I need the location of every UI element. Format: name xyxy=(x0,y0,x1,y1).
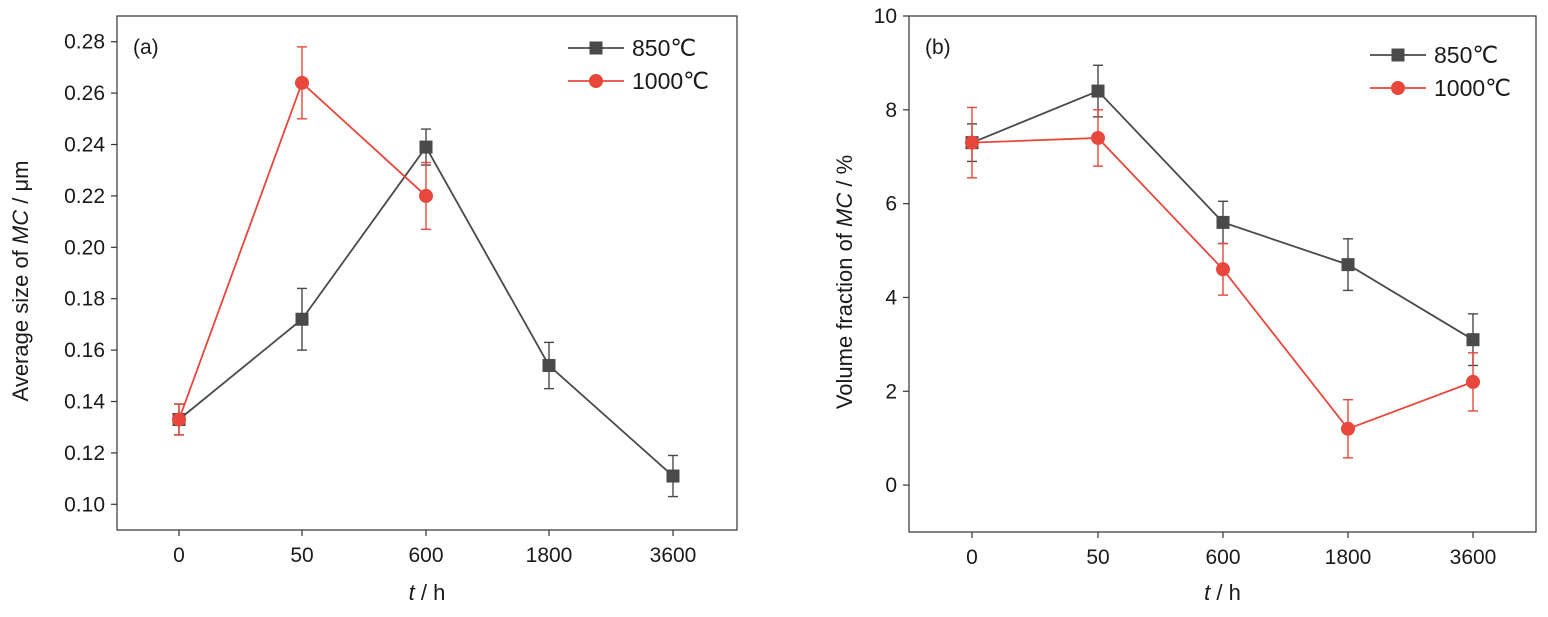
data-point xyxy=(295,75,309,90)
y-tick-label: 8 xyxy=(885,99,897,122)
legend: 850℃ 1000℃ xyxy=(1370,42,1511,101)
y-tick-label: 0.10 xyxy=(64,493,105,516)
series-850 xyxy=(965,64,1480,367)
panel-annotation: (a) xyxy=(133,36,159,59)
legend-marker xyxy=(589,41,603,55)
y-tick-label: 0.28 xyxy=(64,31,105,54)
data-point xyxy=(419,140,433,154)
data-point xyxy=(172,412,186,427)
y-tick-label: 0.24 xyxy=(64,134,105,157)
data-point xyxy=(965,135,979,150)
legend-label: 850℃ xyxy=(632,35,696,61)
y-axis-label: Average size of MC / μm xyxy=(8,161,33,402)
y-axis-label: Volume fraction of MC / % xyxy=(832,155,857,409)
legend-marker xyxy=(589,74,603,88)
y-tick-label: 0.18 xyxy=(64,288,105,311)
x-tick-label: 600 xyxy=(1205,546,1240,569)
data-point xyxy=(1341,421,1355,436)
x-axis-label: t / h xyxy=(409,580,446,605)
data-point xyxy=(1091,84,1105,98)
legend-label: 850℃ xyxy=(1434,42,1498,68)
y-tick-label: 4 xyxy=(885,286,897,309)
x-tick-label: 1800 xyxy=(526,544,573,567)
x-tick-label: 50 xyxy=(1086,546,1109,569)
data-point xyxy=(295,312,309,326)
data-point xyxy=(666,469,680,483)
data-point xyxy=(542,359,556,373)
y-tick-label: 10 xyxy=(874,5,897,28)
x-tick-label: 50 xyxy=(290,544,313,567)
series-line xyxy=(178,81,427,420)
data-point xyxy=(1341,258,1355,272)
chart-panel-b: 0 2 4 6 8 10 0 50 600 1800 3600 t / h Volume fractio… xyxy=(832,5,1537,605)
panel-annotation: (b) xyxy=(925,36,951,59)
legend-label: 1000℃ xyxy=(632,68,709,94)
y-tick-label: 0.22 xyxy=(64,185,105,208)
y-tick-label: 0.20 xyxy=(64,236,105,259)
data-point xyxy=(1091,130,1105,145)
y-tick-label: 6 xyxy=(885,193,897,216)
data-point xyxy=(1216,262,1230,277)
series-1000 xyxy=(965,106,1480,459)
data-point xyxy=(1466,374,1480,389)
y-tick-label: 2 xyxy=(885,380,897,403)
plot-frame xyxy=(116,15,738,531)
x-tick-label: 3600 xyxy=(650,544,697,567)
x-tick-label: 600 xyxy=(408,544,443,567)
y-tick-label: 0.16 xyxy=(64,339,105,362)
legend-marker xyxy=(1391,81,1405,95)
x-tick-label: 3600 xyxy=(1450,546,1497,569)
y-tick-label: 0.12 xyxy=(64,442,105,465)
y-tick-label: 0.14 xyxy=(64,391,105,414)
x-tick-label: 0 xyxy=(966,546,978,569)
legend-label: 1000℃ xyxy=(1434,75,1511,101)
y-tick-label: 0.26 xyxy=(64,82,105,105)
series-1000 xyxy=(172,46,433,436)
legend: 850℃ 1000℃ xyxy=(568,35,709,94)
x-tick-label: 1800 xyxy=(1325,546,1372,569)
data-point xyxy=(1466,333,1480,347)
data-point xyxy=(1216,215,1230,229)
x-tick-label: 0 xyxy=(173,544,185,567)
x-axis-label: t / h xyxy=(1204,580,1241,605)
legend-marker xyxy=(1391,48,1405,62)
chart-panel-a: 0.10 0.12 0.14 0.16 0.18 0.20 0.22 0.24 0.26 0.28… xyxy=(8,15,738,605)
data-point xyxy=(419,188,433,203)
y-tick-label: 0 xyxy=(885,474,897,497)
